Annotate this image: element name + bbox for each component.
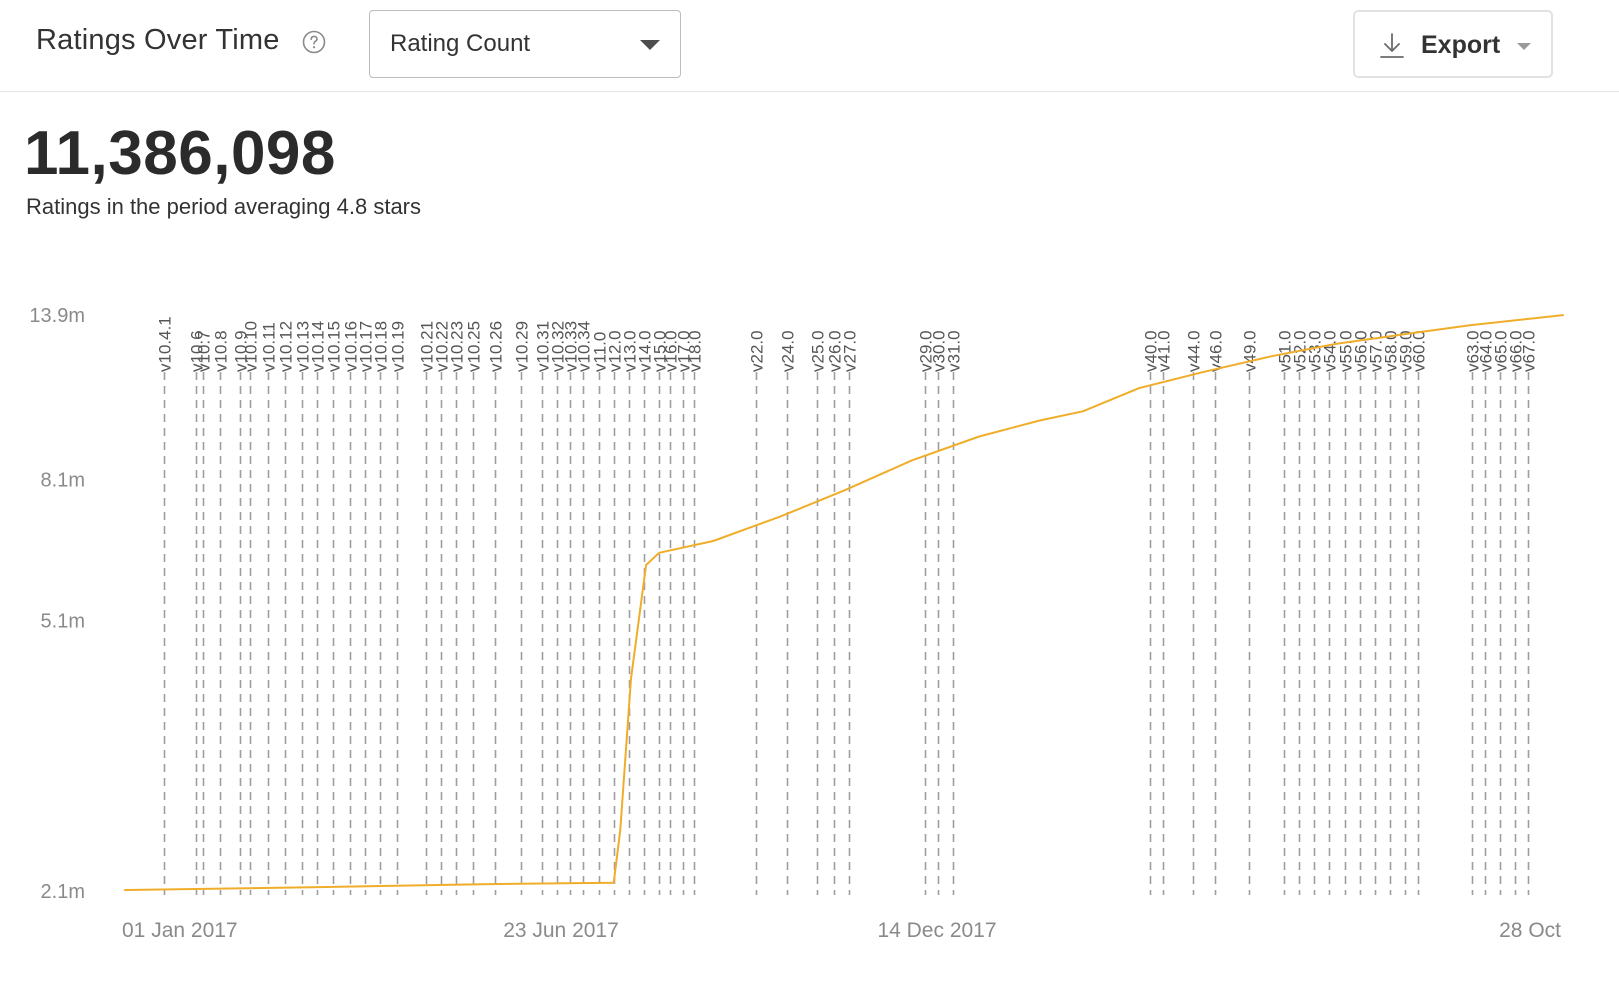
release-marker-label: v14.0 bbox=[636, 330, 655, 372]
release-marker-label: v10.4.1 bbox=[156, 316, 175, 372]
release-marker-label: v10.34 bbox=[575, 321, 594, 372]
release-marker-label: v31.0 bbox=[945, 330, 964, 372]
release-marker-label: v54.0 bbox=[1321, 330, 1340, 372]
ratings-caption: Ratings in the period averaging 4.8 star… bbox=[26, 194, 422, 219]
release-marker-label: v10.32 bbox=[549, 321, 568, 372]
release-marker-label: v10.17 bbox=[357, 321, 376, 372]
release-marker-label: v12.0 bbox=[606, 330, 625, 372]
release-marker-label: v65.0 bbox=[1492, 330, 1511, 372]
toolbar: Ratings Over Time Rating Count Export bbox=[0, 0, 1619, 92]
release-marker-label: v10.15 bbox=[325, 321, 344, 372]
release-marker-label: v58.0 bbox=[1382, 330, 1401, 372]
export-button-label: Export bbox=[1421, 31, 1501, 59]
release-marker-label: v60.0 bbox=[1410, 330, 1429, 372]
release-marker-label: v63.0 bbox=[1464, 330, 1483, 372]
release-marker-label: v22.0 bbox=[748, 330, 767, 372]
release-marker-label: v10.9 bbox=[232, 330, 251, 372]
release-marker-label: v30.0 bbox=[930, 330, 949, 372]
release-marker-label: v41.0 bbox=[1155, 330, 1174, 372]
release-marker-label: v17.0 bbox=[675, 330, 694, 372]
x-tick-label: 23 Jun 2017 bbox=[503, 919, 619, 942]
release-marker-label: v10.16 bbox=[342, 321, 361, 372]
release-marker-label: v10.14 bbox=[309, 321, 328, 372]
release-marker-label: v10.26 bbox=[487, 321, 506, 372]
x-tick-label: 28 Oct bbox=[1499, 919, 1561, 942]
release-marker-label: v10.33 bbox=[562, 321, 581, 372]
release-marker-label: v44.0 bbox=[1185, 330, 1204, 372]
release-marker-label: v15.0 bbox=[651, 330, 670, 372]
x-tick-label: 14 Dec 2017 bbox=[877, 919, 996, 942]
caret-down-icon bbox=[1517, 43, 1531, 50]
y-tick-label: 8.1m bbox=[41, 470, 85, 492]
total-ratings-value: 11,386,098 bbox=[24, 119, 336, 188]
release-marker-label: v10.23 bbox=[448, 321, 467, 372]
release-marker-label: v26.0 bbox=[826, 330, 845, 372]
release-marker-label: v51.0 bbox=[1276, 330, 1295, 372]
release-marker-label: v13.0 bbox=[621, 330, 640, 372]
release-marker-label: v59.0 bbox=[1397, 330, 1416, 372]
release-marker-label: v18.0 bbox=[686, 330, 705, 372]
release-marker-label: v24.0 bbox=[779, 330, 798, 372]
metric-dropdown[interactable]: Rating Count bbox=[369, 10, 681, 78]
release-marker-label: v40.0 bbox=[1142, 330, 1161, 372]
release-marker-label: v29.0 bbox=[917, 330, 936, 372]
release-marker-label: v10.19 bbox=[389, 321, 408, 372]
release-marker-label: v67.0 bbox=[1520, 330, 1539, 372]
release-marker-label: v10.31 bbox=[534, 321, 553, 372]
release-marker-label: v10.18 bbox=[372, 321, 391, 372]
release-marker-label: v10.8 bbox=[212, 330, 231, 372]
page-title: Ratings Over Time bbox=[36, 24, 280, 56]
release-marker-label: v10.6 bbox=[188, 330, 207, 372]
release-marker-label: v10.21 bbox=[418, 321, 437, 372]
release-marker-label: v25.0 bbox=[809, 330, 828, 372]
release-marker-label: v11.0 bbox=[591, 332, 610, 372]
x-tick-label: 01 Jan 2017 bbox=[122, 919, 238, 942]
question-circle-icon[interactable] bbox=[302, 30, 326, 54]
release-marker-label: v10.12 bbox=[277, 321, 296, 372]
rating-count-series-line bbox=[124, 314, 1564, 891]
release-marker-label: v27.0 bbox=[841, 330, 860, 372]
release-marker-label: v57.0 bbox=[1367, 330, 1386, 372]
release-marker-label: v10.13 bbox=[294, 321, 313, 372]
chevron-down-icon bbox=[640, 40, 660, 50]
release-marker-label: v49.0 bbox=[1241, 330, 1260, 372]
release-marker-label: v10.7 bbox=[195, 330, 214, 372]
export-button[interactable]: Export bbox=[1353, 10, 1553, 78]
y-tick-label: 13.9m bbox=[29, 305, 85, 327]
release-marker-label: v10.29 bbox=[513, 321, 532, 372]
download-icon bbox=[1380, 33, 1404, 58]
y-tick-label: 5.1m bbox=[41, 611, 85, 633]
release-marker-label: v10.22 bbox=[433, 321, 452, 372]
release-marker-label: v10.11 bbox=[260, 322, 279, 372]
release-marker-label: v16.0 bbox=[662, 330, 681, 372]
release-marker-label: v64.0 bbox=[1477, 330, 1496, 372]
metric-dropdown-value: Rating Count bbox=[390, 30, 531, 57]
y-tick-label: 2.1m bbox=[41, 881, 85, 903]
release-marker-label: v53.0 bbox=[1306, 330, 1325, 372]
release-marker-label: v46.0 bbox=[1207, 330, 1226, 372]
release-marker-label: v10.10 bbox=[242, 321, 261, 372]
release-marker-label: v10.25 bbox=[465, 321, 484, 372]
release-marker-label: v66.0 bbox=[1507, 330, 1526, 372]
